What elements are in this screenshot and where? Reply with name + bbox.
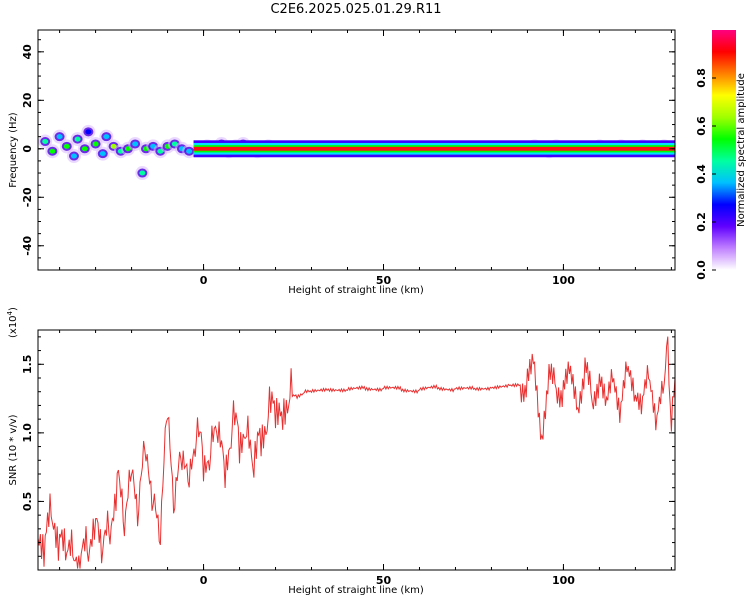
- snr-xlabel: Height of straight line (km): [288, 585, 424, 596]
- y-tick-label: 0: [21, 145, 34, 153]
- spectrogram-blob-core: [103, 134, 110, 140]
- spectrogram-blob: [128, 136, 143, 151]
- spectrogram-blob: [59, 139, 74, 154]
- spectrogram-blob: [66, 149, 81, 164]
- snr-series-line: [37, 336, 676, 569]
- spectrogram-blob: [135, 166, 150, 181]
- spectrogram-blob: [52, 129, 67, 144]
- spectrogram-blob-core: [139, 170, 146, 176]
- spectrogram-blob: [95, 146, 110, 161]
- snr-multiplier-exponent: 4: [6, 310, 14, 315]
- x-tick-label: 50: [376, 274, 392, 287]
- spectrogram-blob-core: [70, 153, 77, 159]
- spectrogram-blob: [182, 144, 197, 159]
- spectrogram-blob-core: [63, 143, 70, 149]
- x-tick-label: 0: [200, 574, 208, 587]
- colorbar-tick-label: 0.0: [695, 260, 708, 280]
- x-tick-label: 50: [376, 574, 392, 587]
- y-tick-label: 20: [21, 92, 34, 108]
- spectrogram-blob-core: [99, 151, 106, 157]
- snr-background: [38, 330, 675, 570]
- colorbar-gradient: [712, 30, 736, 270]
- spectrogram-blob: [99, 129, 114, 144]
- spectrogram-blob-core: [92, 141, 99, 147]
- snr-multiplier-base: (x10: [8, 315, 19, 338]
- spectrogram-blob: [45, 144, 60, 159]
- y-tick-label: -40: [21, 235, 34, 255]
- y-tick-label: 0.5: [21, 492, 34, 512]
- spectrogram-blob: [81, 124, 96, 139]
- spectrogram-blob: [70, 132, 85, 147]
- figure-title: C2E6.2025.025.01.29.R11: [270, 2, 441, 17]
- y-tick-label: 1.5: [21, 355, 34, 375]
- colorbar-label: Normalized spectral amplitude: [736, 73, 747, 227]
- y-tick-label: 1.0: [21, 423, 34, 443]
- colorbar-ticks: 0.0 0.2 0.4 0.6 0.8: [695, 68, 716, 280]
- x-tick-label: 100: [552, 574, 575, 587]
- spectrogram-plot-area: [38, 124, 675, 181]
- spectrogram-blob-core: [186, 148, 193, 154]
- snr-frame: [37, 329, 676, 571]
- snr-multiplier: (x104): [6, 307, 19, 338]
- snr-ticks: 0 50 100 0.5 1.0 1.5: [21, 330, 675, 587]
- x-tick-label: 0: [200, 274, 208, 287]
- snr-panel: 0 50 100 0.5 1.0 1.5 Height of straight line …: [6, 307, 676, 596]
- spectrogram-blob: [77, 141, 92, 156]
- spectrogram-ylabel: Frequency (Hz): [8, 112, 19, 188]
- spectrogram-blob-core: [49, 148, 56, 154]
- snr-ylabel: SNR (10 * v/v): [8, 414, 19, 485]
- colorbar-tick-label: 0.6: [695, 116, 708, 136]
- spectrogram-ridge-band: [193, 146, 675, 151]
- spectrogram-blob-core: [81, 146, 88, 152]
- colorbar-tick-label: 0.8: [695, 68, 708, 88]
- spectrogram-blob: [88, 136, 103, 151]
- y-tick-label: 40: [21, 44, 34, 60]
- colorbar-tick-label: 0.4: [695, 164, 708, 184]
- spectrogram-blob: [38, 134, 53, 149]
- colorbar: 0.0 0.2 0.4 0.6 0.8 Normalized spectral ampl…: [695, 30, 747, 280]
- y-tick-label: -20: [21, 187, 34, 207]
- snr-multiplier-close: ): [8, 307, 19, 311]
- spectrogram-blob-core: [85, 129, 92, 135]
- spectrogram-blob-core: [42, 139, 49, 145]
- spectrogram-frame: [37, 29, 676, 271]
- spectrogram-ticks: 0 50 100 -40 -20 0 20 40: [21, 30, 675, 287]
- colorbar-tick-label: 0.2: [695, 212, 708, 232]
- spectrogram-xlabel: Height of straight line (km): [288, 285, 424, 296]
- spectrogram-blob-core: [56, 134, 63, 140]
- spectrogram-blob-core: [74, 136, 81, 142]
- spectrogram-blob-core: [132, 141, 139, 147]
- x-tick-label: 100: [552, 274, 575, 287]
- spectrogram-panel: 0 50 100 -40 -20 0 20 40 Height of straight lin…: [8, 29, 676, 296]
